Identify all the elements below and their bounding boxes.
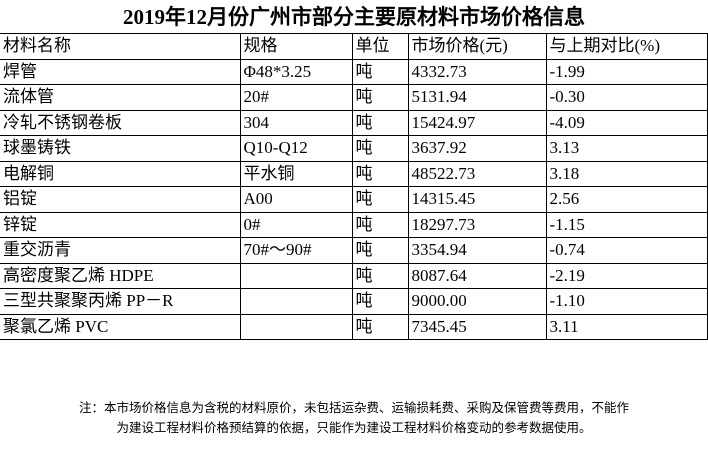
spec-cell: 平水铜: [239, 160, 353, 187]
header-row: 材料名称 规格 单位 市场价格(元) 与上期对比(%): [0, 33, 708, 60]
table-row: 电解铜 平水铜吨 48522.73 3.18: [0, 160, 708, 187]
table-row: 球墨铸铁 Q10-Q12 吨 3637.92 3.13: [0, 135, 708, 162]
unit-cell: 吨: [351, 135, 409, 162]
material-name-cell: 球墨铸铁: [0, 135, 241, 162]
header-market-price: 市场价格(元): [407, 33, 547, 60]
footnote-line-2: 为建设工程材料价格预结算的依据，只能作为建设工程材料价格变动的参考数据使用。: [116, 420, 592, 435]
table-row: 锌锭 0# 吨 18297.73 -1.15: [0, 211, 708, 238]
change-percent-cell: 3.18: [545, 160, 708, 187]
spec-cell: 0#: [239, 211, 353, 238]
table-row: 铝锭 A00 吨 14315.45 2.56: [0, 186, 708, 213]
table-row: 重交沥青 70#～90# 吨 3354.94 -0.74: [0, 237, 708, 264]
change-percent-cell: -1.99: [545, 58, 708, 85]
change-percent-cell: 2.56: [545, 186, 708, 213]
material-name-cell: 铝锭: [0, 186, 241, 213]
unit-cell: 吨: [351, 237, 409, 264]
material-name-cell: 高密度聚乙烯 HDPE: [0, 262, 241, 289]
table-row: 高密度聚乙烯 HDPE 吨 8087.64 -2.19: [0, 262, 708, 289]
market-price-cell: 9000.00: [407, 288, 547, 315]
spec-cell: Φ48*3.25: [239, 58, 353, 85]
spec-cell: 304: [239, 109, 353, 136]
market-price-cell: 18297.73: [407, 211, 547, 238]
market-price-cell: 5131.94: [407, 84, 547, 111]
change-percent-cell: -1.15: [545, 211, 708, 238]
change-percent-cell: 3.11: [545, 313, 708, 340]
change-percent-cell: -2.19: [545, 262, 708, 289]
table-row: 三型共聚聚丙烯 PP－R 吨 9000.00 -1.10: [0, 288, 708, 315]
spec-cell: 20#: [239, 84, 353, 111]
change-percent-cell: -0.30: [545, 84, 708, 111]
change-percent-cell: -4.09: [545, 109, 708, 136]
market-price-cell: 14315.45: [407, 186, 547, 213]
market-price-cell: 15424.97: [407, 109, 547, 136]
unit-cell: 吨: [351, 262, 409, 289]
table-row: 聚氯乙烯 PVC 吨 7345.45 3.11: [0, 313, 708, 340]
header-change-percent: 与上期对比(%): [545, 33, 708, 60]
spec-cell: [239, 313, 353, 340]
price-table: 材料名称 规格 单位 市场价格(元) 与上期对比(%) 焊管 Φ48*3.25 吨 4332.7…: [0, 33, 708, 340]
header-unit: 单位: [351, 33, 409, 60]
footnote-line-1: 注：本市场价格信息为含税的材料原价，未包括运杂费、运输损耗费、采购及保管费等费用…: [78, 400, 629, 415]
market-price-cell: 8087.64: [407, 262, 547, 289]
unit-cell: 吨: [351, 186, 409, 213]
material-name-cell: 锌锭: [0, 211, 241, 238]
table-row: 流体管 20# 吨 5131.94 -0.30: [0, 84, 708, 111]
header-spec: 规格: [239, 33, 353, 60]
table-row: 焊管 Φ48*3.25 吨 4332.73 -1.99: [0, 58, 708, 85]
unit-cell: 吨: [351, 109, 409, 136]
spec-cell: 70#～90#: [239, 237, 353, 264]
spec-cell: Q10-Q12: [239, 135, 353, 162]
material-name-cell: 流体管: [0, 84, 241, 111]
material-name-cell: 重交沥青: [0, 237, 241, 264]
material-name-cell: 三型共聚聚丙烯 PP－R: [0, 288, 241, 315]
unit-cell: 吨: [351, 58, 409, 85]
spec-cell: [239, 262, 353, 289]
market-price-cell: 3354.94: [407, 237, 547, 264]
material-name-cell: 焊管: [0, 58, 241, 85]
unit-cell: 吨: [351, 160, 409, 187]
change-percent-cell: -0.74: [545, 237, 708, 264]
unit-cell: 吨: [351, 313, 409, 340]
unit-cell: 吨: [351, 84, 409, 111]
change-percent-cell: -1.10: [545, 288, 708, 315]
change-percent-cell: 3.13: [545, 135, 708, 162]
spec-cell: [239, 288, 353, 315]
header-material-name: 材料名称: [0, 33, 241, 60]
spec-cell: A00: [239, 186, 353, 213]
material-name-cell: 电解铜: [0, 160, 241, 187]
table-row: 冷轧不锈钢卷板 304 吨 15424.97 -4.09: [0, 109, 708, 136]
unit-cell: 吨: [351, 211, 409, 238]
market-price-cell: 48522.73: [407, 160, 547, 187]
material-name-cell: 聚氯乙烯 PVC: [0, 313, 241, 340]
material-name-cell: 冷轧不锈钢卷板: [0, 109, 241, 136]
unit-cell: 吨: [351, 288, 409, 315]
market-price-cell: 3637.92: [407, 135, 547, 162]
market-price-cell: 4332.73: [407, 58, 547, 85]
page-title: 2019年12月份广州市部分主要原材料市场价格信息: [123, 5, 585, 29]
market-price-cell: 7345.45: [407, 313, 547, 340]
footnote: 注：本市场价格信息为含税的材料原价，未包括运杂费、运输损耗费、采购及保管费等费用…: [0, 398, 708, 438]
